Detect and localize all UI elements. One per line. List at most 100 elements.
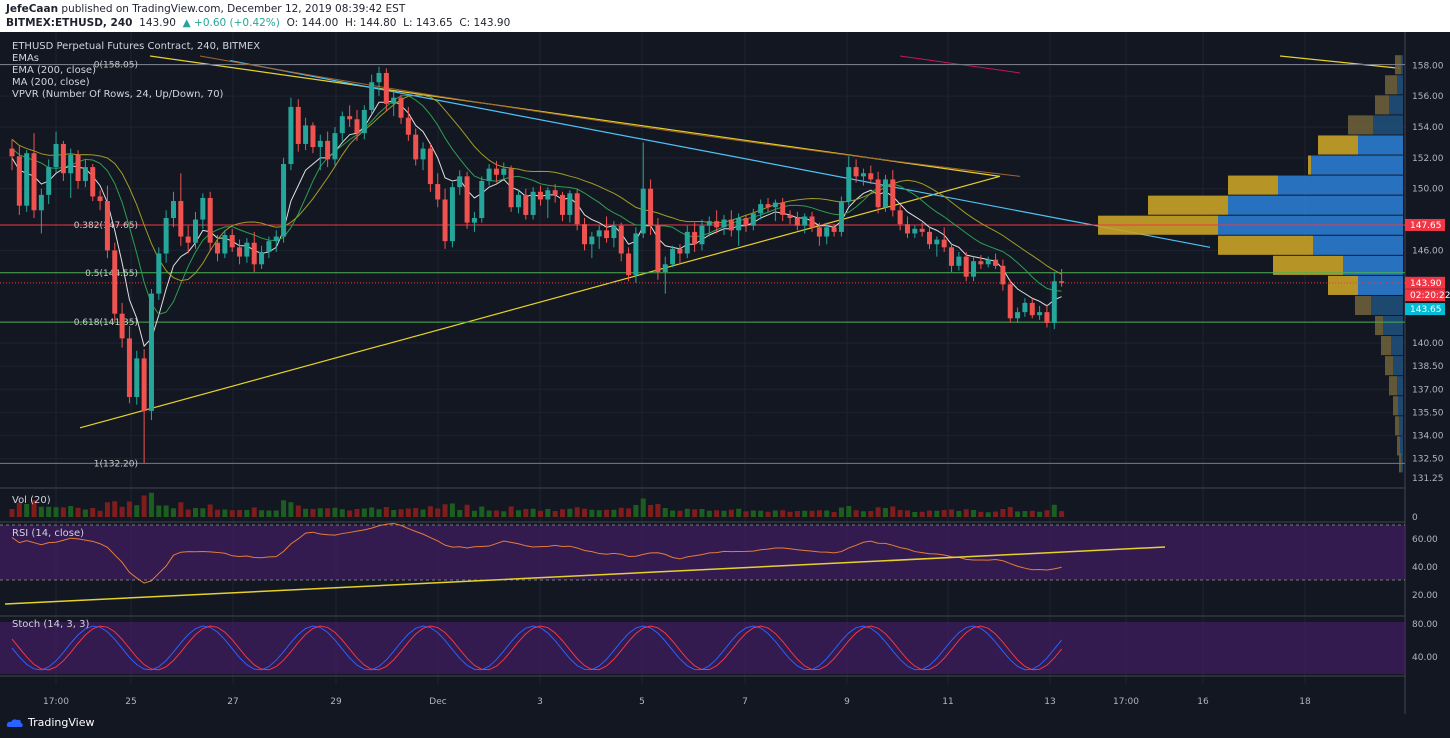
volume-bar [1044, 510, 1050, 517]
volume-bar [222, 509, 228, 517]
candle-body [699, 225, 705, 245]
candle-body [1022, 302, 1028, 313]
time-tick-label: 11 [942, 697, 953, 707]
candle-body [846, 167, 852, 202]
volume-bar [684, 508, 690, 517]
volume-bar [1051, 504, 1057, 517]
tradingview-logo[interactable]: TradingView [6, 716, 94, 729]
candle-body [875, 179, 881, 208]
volume-bar [68, 506, 74, 517]
volume-bar [927, 510, 932, 517]
price-tick-label: 156.00 [1412, 92, 1444, 102]
fib-label: 0(158.05) [94, 60, 138, 70]
candle-body [413, 134, 419, 160]
candle-body [552, 190, 558, 195]
candle-body [574, 193, 580, 225]
legend-item-ma200[interactable]: MA (200, close) [12, 77, 90, 88]
candle-body [449, 187, 455, 242]
candle-body [317, 140, 323, 148]
candle-body [772, 202, 778, 208]
candle-body [582, 224, 588, 245]
candle-body [596, 230, 602, 237]
candle-body [662, 264, 668, 273]
stoch-pane-title[interactable]: Stoch (14, 3, 3) [12, 619, 90, 630]
candle-body [281, 164, 287, 237]
volume-bar [985, 512, 991, 517]
volume-bar [706, 510, 712, 517]
candle-body [391, 97, 397, 104]
vpvr-up-bar [1313, 235, 1403, 255]
vpvr-down-bar [1348, 115, 1373, 135]
fib-label: 0.618(141.35) [74, 318, 138, 328]
candle-body [185, 236, 191, 243]
volume-pane-title[interactable]: Vol (20) [12, 495, 51, 506]
volume-bar [545, 509, 551, 517]
vpvr-down-bar [1328, 275, 1358, 295]
volume-bar [655, 504, 661, 517]
vpvr-up-bar [1311, 155, 1403, 175]
candle-body [420, 148, 426, 160]
candle-body [787, 214, 793, 219]
volume-bar [75, 507, 81, 517]
volume-bar [361, 508, 367, 517]
candle-body [229, 234, 235, 248]
legend-item-vpvr[interactable]: VPVR (Number Of Rows, 24, Up/Down, 70) [12, 89, 224, 100]
time-tick-label: 3 [537, 697, 543, 707]
volume-bar [780, 510, 786, 517]
price-chart[interactable]: 0(158.05)0.382(147.65)0.5(144.55)0.618(1… [0, 32, 1450, 714]
volume-bar [963, 509, 969, 517]
candle-body [200, 197, 206, 220]
candle-body [993, 259, 999, 266]
volume-bar [670, 510, 676, 517]
volume-bar [427, 506, 433, 517]
vpvr-down-bar [1355, 295, 1371, 316]
time-tick-label: 7 [742, 697, 748, 707]
candle-body [222, 234, 228, 254]
vpvr-up-bar [1358, 135, 1403, 155]
vpvr-down-bar [1308, 155, 1311, 175]
legend-item-emas[interactable]: EMAs [12, 53, 39, 64]
candle-body [471, 218, 477, 223]
candle-body [170, 201, 176, 219]
candle-body [303, 125, 309, 144]
volume-bar [838, 507, 844, 517]
candle-body [215, 242, 221, 254]
candle-body [655, 225, 661, 273]
candle-body [259, 251, 265, 265]
candle-body [442, 199, 448, 242]
rsi-line [11, 523, 1062, 584]
volume-bar [831, 512, 837, 517]
rsi-pane [0, 523, 1405, 605]
volume-bar [486, 510, 492, 517]
candle-body [82, 167, 88, 181]
indicator-tick-label: 80.00 [1412, 620, 1438, 630]
candle-body [38, 194, 44, 211]
time-tick-label: 17:00 [43, 697, 69, 707]
rsi-band [0, 525, 1405, 580]
volume-bar [875, 507, 881, 517]
volume-bar [46, 506, 52, 517]
rsi-pane-title[interactable]: RSI (14, close) [12, 528, 85, 539]
price-tick-label: 154.00 [1412, 123, 1444, 133]
open-value: O: 144.00 [286, 17, 339, 29]
vpvr-down-bar [1228, 175, 1278, 195]
legend-item-ema200[interactable]: EMA (200, close) [12, 65, 96, 76]
candle-body [904, 224, 910, 234]
volume-bar [1037, 511, 1043, 517]
volume-bar [38, 506, 44, 517]
volume-bar [141, 495, 147, 517]
price-tag [1405, 218, 1445, 231]
candle-body [912, 228, 918, 234]
stoch-band [0, 622, 1405, 674]
vpvr-up-bar [1397, 376, 1403, 396]
vpvr-up-bar [1358, 275, 1403, 295]
volume-bar [90, 508, 96, 517]
candle-body [479, 180, 485, 219]
volume-bar [662, 508, 668, 517]
author-name[interactable]: JefeCaan [6, 3, 59, 15]
volume-bar [215, 509, 221, 517]
candle-body [882, 179, 888, 208]
price-tick-label: 135.50 [1412, 408, 1444, 418]
volume-bar [200, 508, 206, 517]
vpvr-up-bar [1371, 295, 1403, 316]
